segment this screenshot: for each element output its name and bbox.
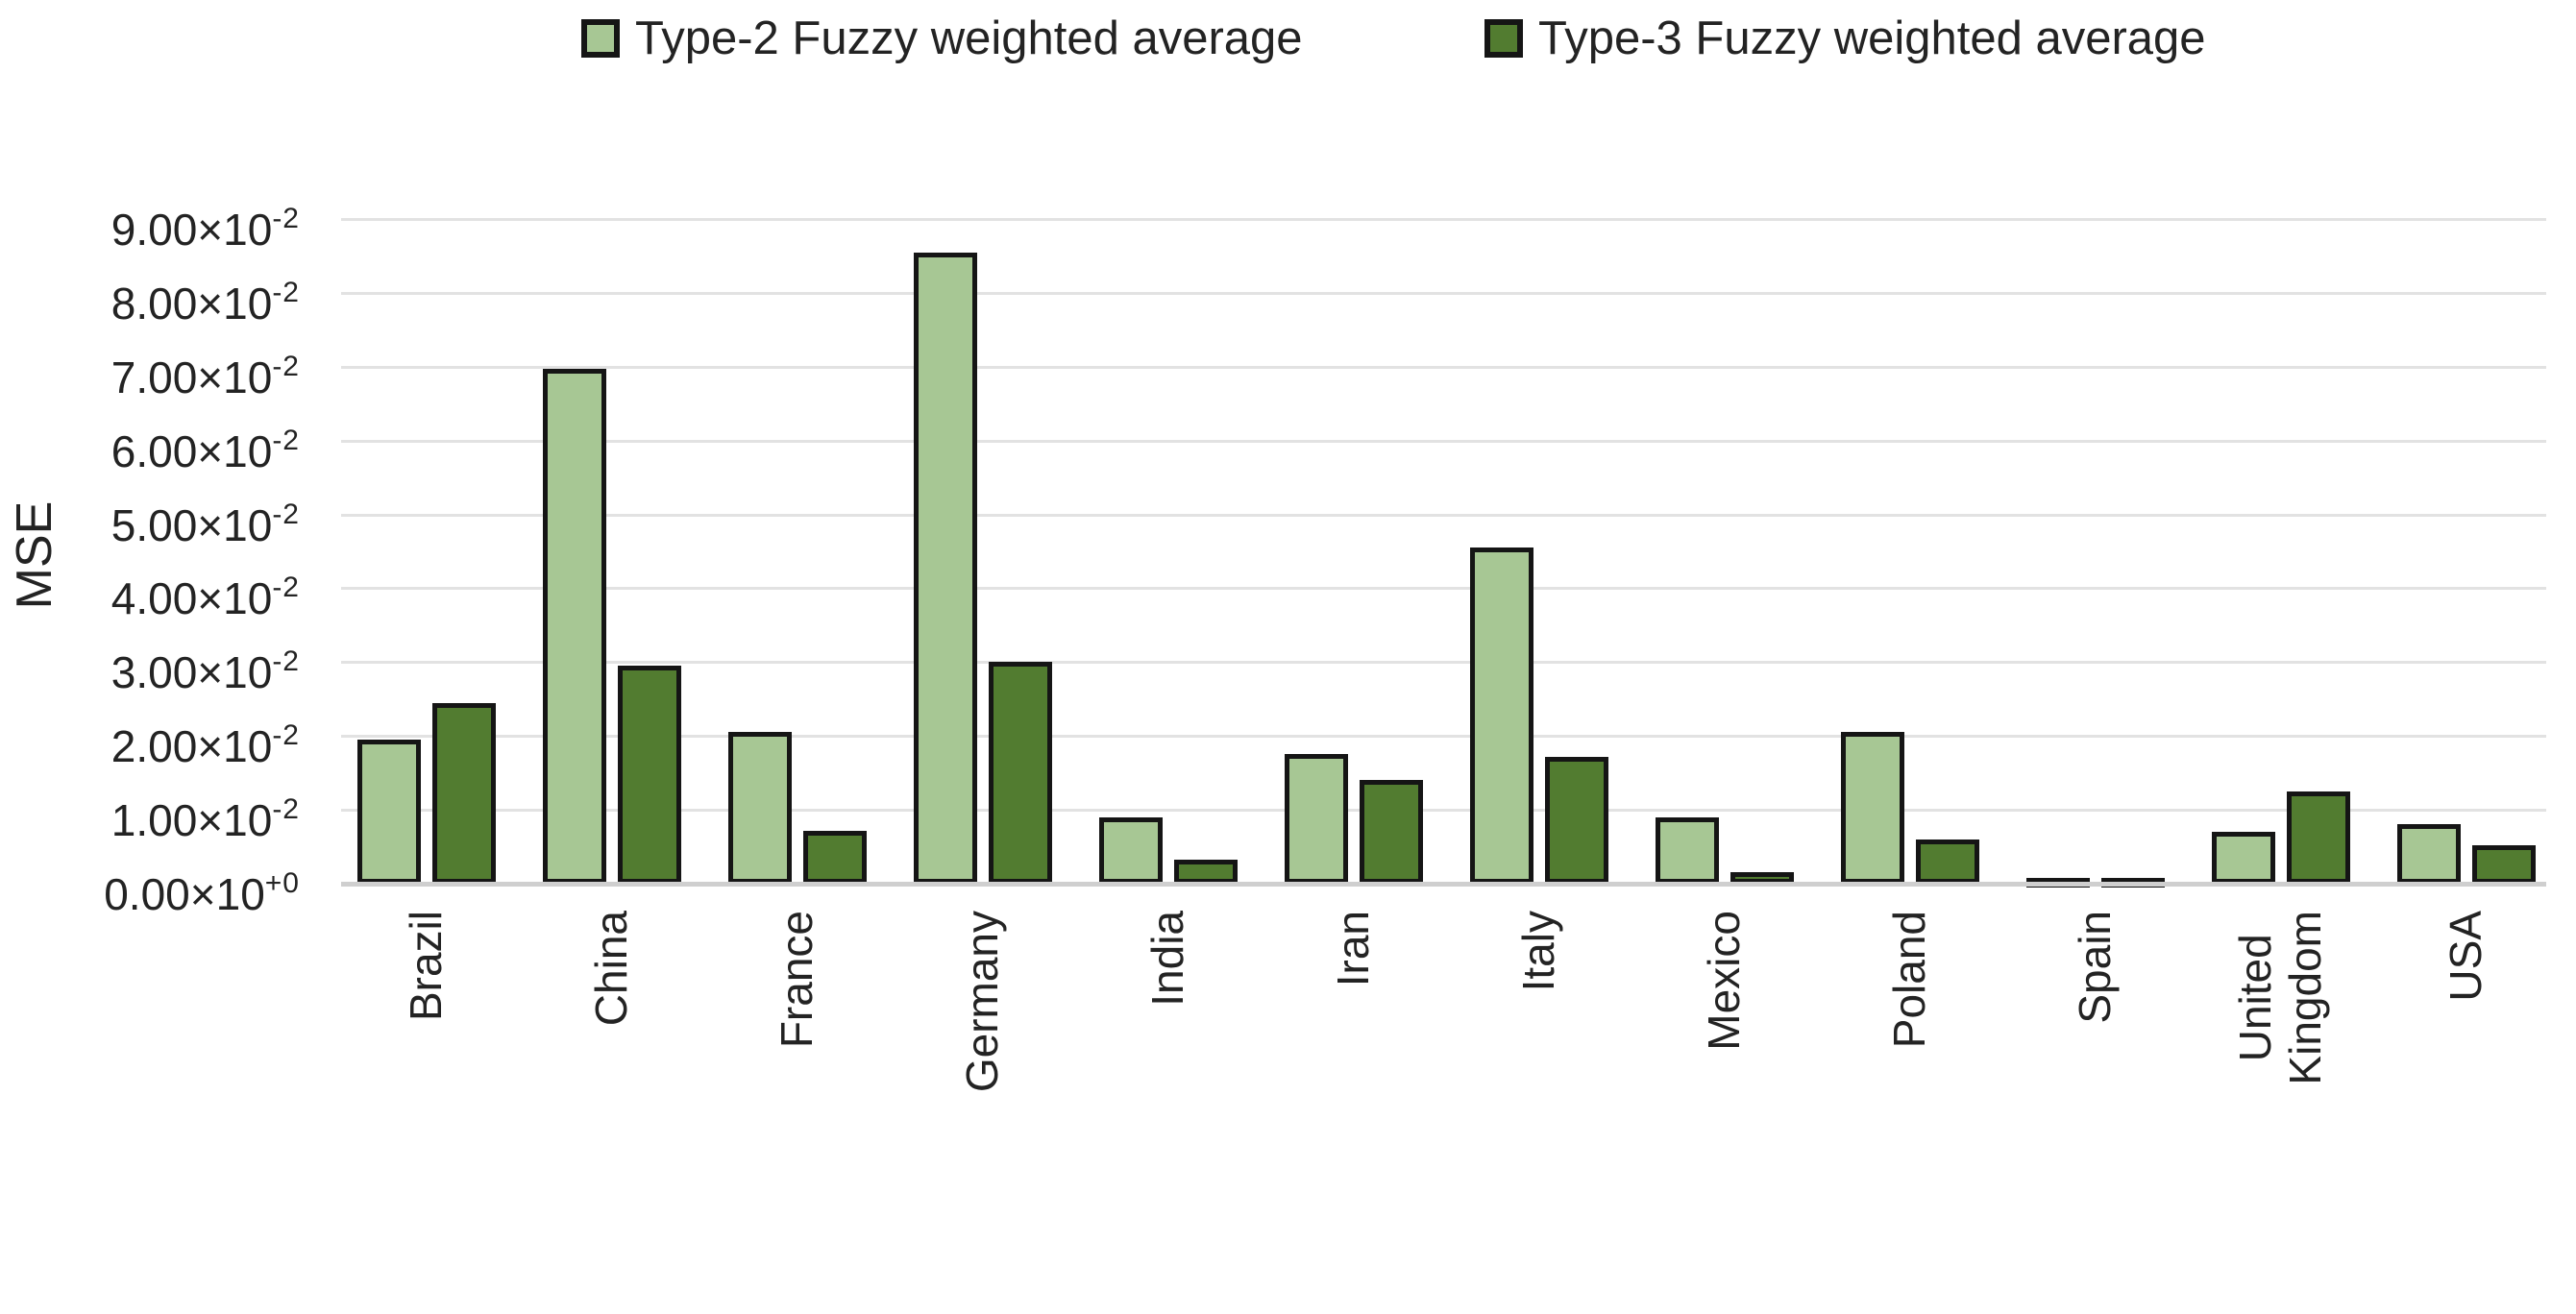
x-axis-label-text: Brazil: [401, 911, 452, 1022]
gridline: [341, 735, 2546, 738]
bar-type2-france: [728, 732, 792, 884]
x-axis-label-text: China: [586, 911, 637, 1027]
bar-type2-brazil: [357, 740, 421, 884]
chart-canvas: Type-2 Fuzzy weighted average Type-3 Fuz…: [7, 12, 2546, 1092]
x-axis-label: Spain: [1894, 911, 2297, 1314]
x-axis-label-text: Germany: [957, 911, 1008, 1093]
x-axis-label-text: USA: [2441, 911, 2491, 1002]
x-axis-label-text: Mexico: [1699, 911, 1750, 1051]
bar-type2-india: [1099, 817, 1163, 884]
bar-type3-usa: [2472, 845, 2536, 884]
bar-type3-italy: [1545, 757, 1608, 884]
legend-swatch-type3: [1484, 19, 1523, 58]
legend-label-type3: Type-3 Fuzzy weighted average: [1538, 12, 2206, 64]
x-axis-label: Iran: [1152, 911, 1556, 1314]
bar-type3-mexico: [1730, 872, 1794, 884]
legend-label-type2: Type-2 Fuzzy weighted average: [635, 12, 1303, 64]
gridline: [341, 218, 2546, 221]
x-axis-label-text: France: [772, 911, 822, 1049]
x-axis-label: Mexico: [1523, 911, 1926, 1314]
legend-item-type3: Type-3 Fuzzy weighted average: [1484, 12, 2206, 65]
bar-type3-france: [803, 831, 867, 884]
x-axis-label: Poland: [1708, 911, 2112, 1314]
bar-type3-brazil: [432, 703, 496, 884]
y-tick-label: 3.00×10-2: [110, 645, 300, 697]
y-tick-label: 6.00×10-2: [110, 425, 300, 476]
x-axis-label-text: Spain: [2070, 911, 2121, 1024]
bar-type3-united-kingdom: [2287, 791, 2350, 884]
legend-item-type2: Type-2 Fuzzy weighted average: [581, 12, 1303, 65]
gridline: [341, 440, 2546, 443]
bar-type3-china: [618, 666, 681, 884]
bar-type2-germany: [914, 253, 977, 884]
gridline: [341, 292, 2546, 295]
y-tick-label: 9.00×10-2: [110, 203, 300, 255]
bar-type2-poland: [1841, 732, 1904, 884]
gridline: [341, 587, 2546, 590]
x-axis-label: Brazil: [225, 911, 628, 1314]
bar-type2-mexico: [1656, 817, 1719, 884]
bar-type3-germany: [989, 662, 1052, 884]
y-tick-label: 8.00×10-2: [110, 277, 300, 328]
x-axis-label: India: [967, 911, 1370, 1314]
legend-swatch-type2: [581, 19, 620, 58]
gridline: [341, 809, 2546, 812]
x-axis-line: [341, 882, 2546, 887]
bar-type2-iran: [1285, 754, 1348, 884]
x-axis-label: France: [596, 911, 999, 1314]
bar-type3-india: [1174, 860, 1238, 884]
x-axis-label-text: Iran: [1328, 911, 1379, 987]
y-tick-label: 0.00×10+0: [104, 867, 300, 919]
y-tick-label: 4.00×10-2: [110, 572, 300, 623]
x-axis-label: Italy: [1337, 911, 1741, 1314]
x-axis-label: Germany: [781, 911, 1185, 1314]
bar-type2-china: [543, 369, 606, 884]
gridline: [341, 366, 2546, 369]
gridline: [341, 514, 2546, 517]
x-axis-label: United Kingdom: [2079, 911, 2483, 1314]
x-axis-label-text: India: [1142, 911, 1193, 1007]
y-tick-label: 2.00×10-2: [110, 719, 300, 771]
bar-type3-iran: [1360, 780, 1423, 884]
x-axis-label: USA: [2265, 911, 2576, 1314]
bar-type2-usa: [2397, 824, 2461, 884]
x-axis-label: China: [410, 911, 814, 1314]
x-axis-label-text: Poland: [1884, 911, 1935, 1049]
y-tick-label: 5.00×10-2: [110, 499, 300, 550]
y-tick-label: 1.00×10-2: [110, 793, 300, 845]
x-axis-label-text: United Kingdom: [2230, 911, 2330, 1085]
bar-type2-united-kingdom: [2212, 832, 2275, 884]
gridline: [341, 661, 2546, 664]
y-tick-label: 7.00×10-2: [110, 351, 300, 402]
bar-type2-italy: [1470, 548, 1533, 884]
bar-type3-poland: [1916, 840, 1979, 884]
x-axis-label-text: Italy: [1513, 911, 1564, 992]
